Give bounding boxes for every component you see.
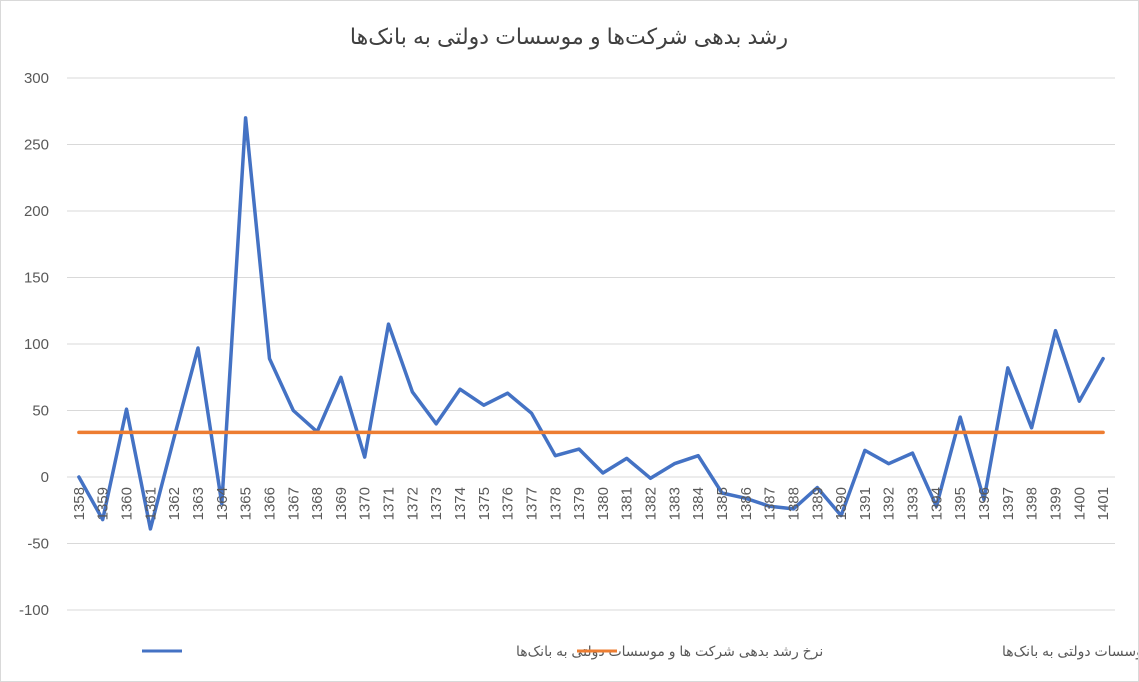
- x-tick-label: 1380: [595, 487, 612, 520]
- x-tick-label: 1366: [261, 487, 278, 520]
- x-tick-label: 1387: [762, 487, 779, 520]
- x-tick-label: 1395: [952, 487, 969, 520]
- x-tick-label: 1379: [571, 487, 588, 520]
- x-tick-label: 1394: [928, 487, 945, 520]
- y-tick-label: 150: [24, 270, 49, 287]
- y-tick-label: -100: [19, 602, 49, 619]
- x-tick-label: 1368: [309, 487, 326, 520]
- x-tick-label: 1375: [476, 487, 493, 520]
- legend: نرخ رشد بدهی شرکت ها و موسسات دولتی به ب…: [142, 643, 1138, 660]
- y-tick-label: 100: [24, 336, 49, 353]
- y-tick-label: -50: [27, 536, 49, 553]
- x-tick-label: 1388: [785, 487, 802, 520]
- y-axis-ticks: -100 -50 0 50 100 150 200 250 300: [19, 70, 49, 619]
- x-tick-label: 1365: [238, 487, 255, 520]
- x-tick-label: 1398: [1024, 487, 1041, 520]
- x-tick-label: 1384: [690, 487, 707, 520]
- y-tick-label: 50: [32, 403, 49, 420]
- series-layer: [77, 116, 1105, 531]
- x-tick-label: 1359: [95, 487, 112, 520]
- x-tick-label: 1396: [976, 487, 993, 520]
- x-tick-label: 1393: [905, 487, 922, 520]
- y-tick-label: 250: [24, 137, 49, 154]
- x-tick-label: 1358: [71, 487, 88, 520]
- x-tick-label: 1382: [643, 487, 660, 520]
- x-tick-label: 1383: [666, 487, 683, 520]
- y-tick-label: 0: [41, 469, 49, 486]
- x-tick-label: 1390: [833, 487, 850, 520]
- legend-label-2: میانگین نرخ رشد بدهی شرکت ها و موسسات دو…: [1002, 643, 1138, 660]
- x-tick-label: 1370: [357, 487, 374, 520]
- x-tick-label: 1371: [381, 487, 398, 520]
- x-tick-label: 1373: [428, 487, 445, 520]
- x-tick-label: 1372: [404, 487, 421, 520]
- x-tick-label: 1381: [619, 487, 636, 520]
- x-tick-label: 1392: [881, 487, 898, 520]
- x-tick-label: 1401: [1095, 487, 1112, 520]
- legend-label-1: نرخ رشد بدهی شرکت ها و موسسات دولتی به ب…: [516, 643, 823, 660]
- x-tick-label: 1399: [1047, 487, 1064, 520]
- x-axis-ticks: 1358 1359 1360 1361 1362 1363 1364 1365 1366 1367…: [71, 487, 1112, 520]
- y-tick-label: 200: [24, 203, 49, 220]
- x-tick-label: 1385: [714, 487, 731, 520]
- x-tick-label: 1364: [214, 487, 231, 520]
- y-tick-label: 300: [24, 70, 49, 87]
- x-tick-label: 1362: [166, 487, 183, 520]
- chart-title: رشد بدهی شرکت‌ها و موسسات دولتی به بانک‌…: [350, 24, 788, 49]
- x-tick-label: 1400: [1071, 487, 1088, 520]
- x-tick-label: 1397: [1000, 487, 1017, 520]
- x-tick-label: 1378: [547, 487, 564, 520]
- x-tick-label: 1389: [809, 487, 826, 520]
- x-tick-label: 1376: [500, 487, 517, 520]
- x-tick-label: 1361: [142, 487, 159, 520]
- x-tick-label: 1363: [190, 487, 207, 520]
- x-tick-label: 1360: [119, 487, 136, 520]
- x-tick-label: 1377: [523, 487, 540, 520]
- x-tick-label: 1369: [333, 487, 350, 520]
- gridlines: [67, 77, 1115, 611]
- x-tick-label: 1367: [285, 487, 302, 520]
- x-tick-label: 1391: [857, 487, 874, 520]
- series-line-1: [77, 116, 1105, 531]
- x-tick-label: 1386: [738, 487, 755, 520]
- x-tick-label: 1374: [452, 487, 469, 520]
